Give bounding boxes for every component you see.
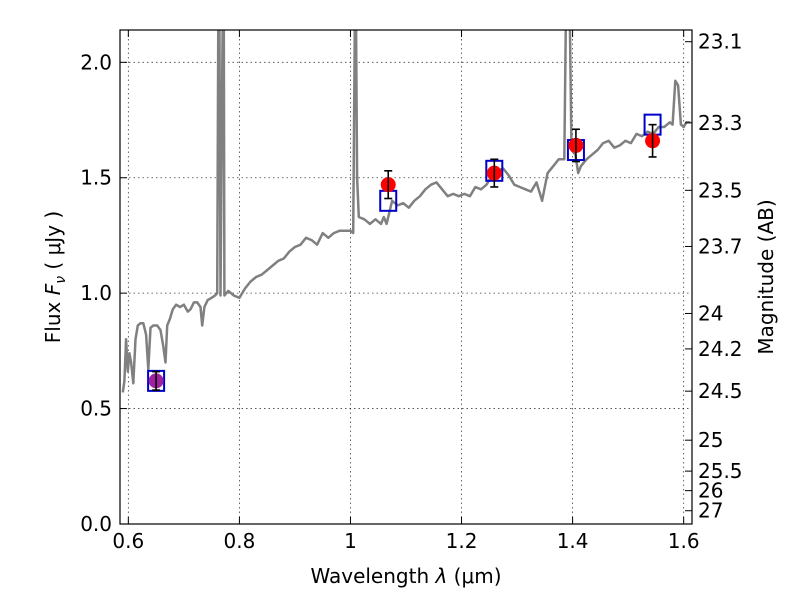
right-tick-label: 23.5 [698, 178, 743, 202]
spectrum-layer [121, 30, 691, 393]
y-tick-label: 1.0 [80, 281, 112, 305]
plot-frame [119, 29, 693, 525]
x-tick-label: 1.2 [446, 529, 478, 553]
right-tick-label: 25 [698, 428, 723, 452]
right-tick-label: 26 [698, 479, 723, 503]
y-tick-label: 0.0 [80, 512, 112, 536]
x-axis-label: Wavelength λ (μm) [310, 564, 501, 588]
right-tick-label: 24.5 [698, 379, 743, 403]
y-tick-label: 0.5 [80, 397, 112, 421]
x-tick-label: 0.6 [112, 529, 144, 553]
right-axis-label: Magnitude (AB) [754, 199, 778, 354]
x-tick-label: 1.6 [668, 529, 700, 553]
ticks: 0.6 0.8 1 1.2 1.4 1.6 0.0 0.5 1.0 1.5 2.0 23.1 23.3 2… [80, 30, 742, 553]
right-tick-label: 25.5 [698, 459, 743, 483]
right-tick-label: 23.3 [698, 111, 743, 135]
spectrum-line [121, 30, 691, 393]
x-tick-label: 0.8 [223, 529, 255, 553]
x-tick-label: 1 [344, 529, 357, 553]
right-tick-label: 23.1 [698, 30, 743, 54]
y-tick-label: 1.5 [80, 166, 112, 190]
photometry-layer [147, 113, 662, 392]
y-tick-label: 2.0 [80, 50, 112, 74]
right-tick-label: 23.7 [698, 234, 743, 258]
grid [120, 30, 692, 525]
x-tick-label: 1.4 [557, 529, 589, 553]
right-tick-label: 24 [698, 301, 723, 325]
right-tick-label: 27 [698, 499, 723, 523]
right-tick-label: 24.2 [698, 337, 743, 361]
y-axis-label: Flux Fν ( μJy ) [41, 211, 69, 343]
